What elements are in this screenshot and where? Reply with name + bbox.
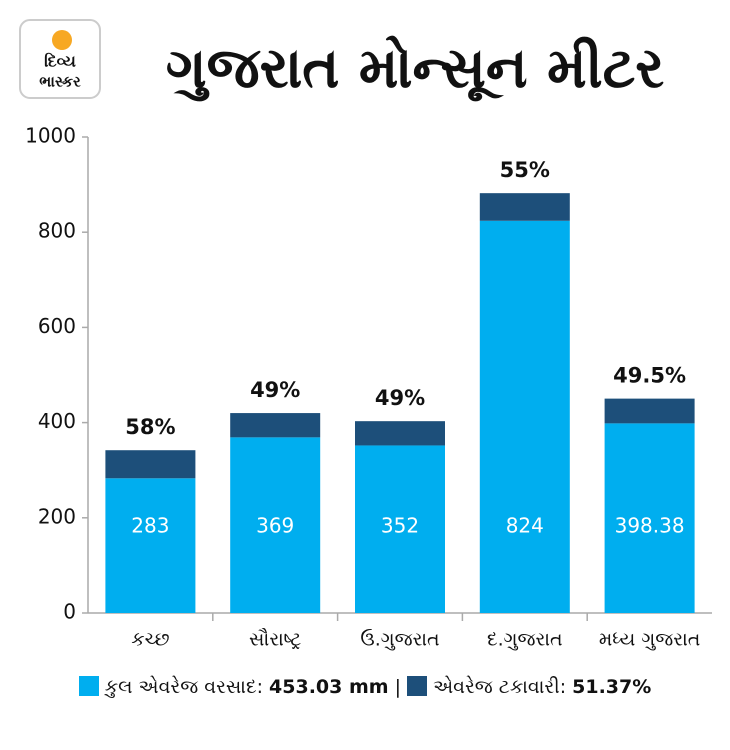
bar-value-label: 369 <box>256 514 294 538</box>
legend-swatch <box>78 676 99 696</box>
bar-percent-label: 49% <box>375 386 425 410</box>
legend-colon: : <box>256 676 270 698</box>
legend-separator: | <box>394 676 402 698</box>
y-tick-label: 0 <box>63 600 76 624</box>
legend-value: 453.03 mm <box>269 676 389 698</box>
y-tick-label: 1000 <box>25 124 76 148</box>
bar-segment <box>479 193 570 221</box>
y-tick-label: 200 <box>38 504 76 528</box>
bar-percent-label: 58% <box>125 415 175 439</box>
bar-segment <box>604 423 695 613</box>
bar-segment <box>479 220 570 613</box>
bar-value-label: 283 <box>131 514 169 538</box>
chart-title: ગુજરાત મોન્સૂન મીટર <box>166 36 664 102</box>
bar-segment <box>604 398 695 424</box>
bar-percent-label: 49% <box>250 378 300 402</box>
bar-value-label: 352 <box>381 514 419 538</box>
x-tick-label: દ.ગુજરાત <box>487 629 563 651</box>
bar-segment <box>230 437 321 613</box>
legend-label: કુલ એવરેજ વરસાદ <box>104 676 257 698</box>
y-tick-label: 400 <box>38 409 76 433</box>
x-tick-label: કચ્છ <box>131 629 169 651</box>
logo-sun <box>52 30 72 50</box>
bar-segment <box>230 413 321 438</box>
x-tick-label: ઉ.ગુજરાત <box>360 629 439 651</box>
x-tick-label: મધ્ય ગુજરાત <box>599 629 700 651</box>
logo-text: ભાસ્કર <box>39 73 81 91</box>
legend-value: 51.37% <box>572 676 652 698</box>
y-tick-label: 600 <box>38 314 76 338</box>
chart: દિવ્ય ભાસ્કર ગુજરાત મોન્સૂન મીટર 0 200 400… <box>19 19 712 651</box>
legend-label: એવરેજ ટકાવારી <box>433 676 560 698</box>
bar-value-label: 398.38 <box>615 514 685 538</box>
bar-value-label: 824 <box>506 514 544 538</box>
logo-text: દિવ્ય <box>44 52 76 71</box>
bar-segment <box>355 421 445 446</box>
bar-percent-label: 55% <box>500 158 550 182</box>
bar-segment <box>355 445 445 613</box>
y-tick-label: 800 <box>38 219 76 243</box>
legend-swatch <box>407 676 428 696</box>
legend-colon: : <box>559 676 573 698</box>
logo-box <box>19 19 101 99</box>
bar-segment <box>105 450 196 479</box>
legend: કુલ એવરેજ વરસાદ: 453.03 mm | એવરેજ ટકાવા… <box>0 676 730 698</box>
bar-percent-label: 49.5% <box>613 364 686 388</box>
bar-segment <box>105 478 196 613</box>
x-tick-label: સૌરાષ્ટ્ર <box>249 629 301 651</box>
